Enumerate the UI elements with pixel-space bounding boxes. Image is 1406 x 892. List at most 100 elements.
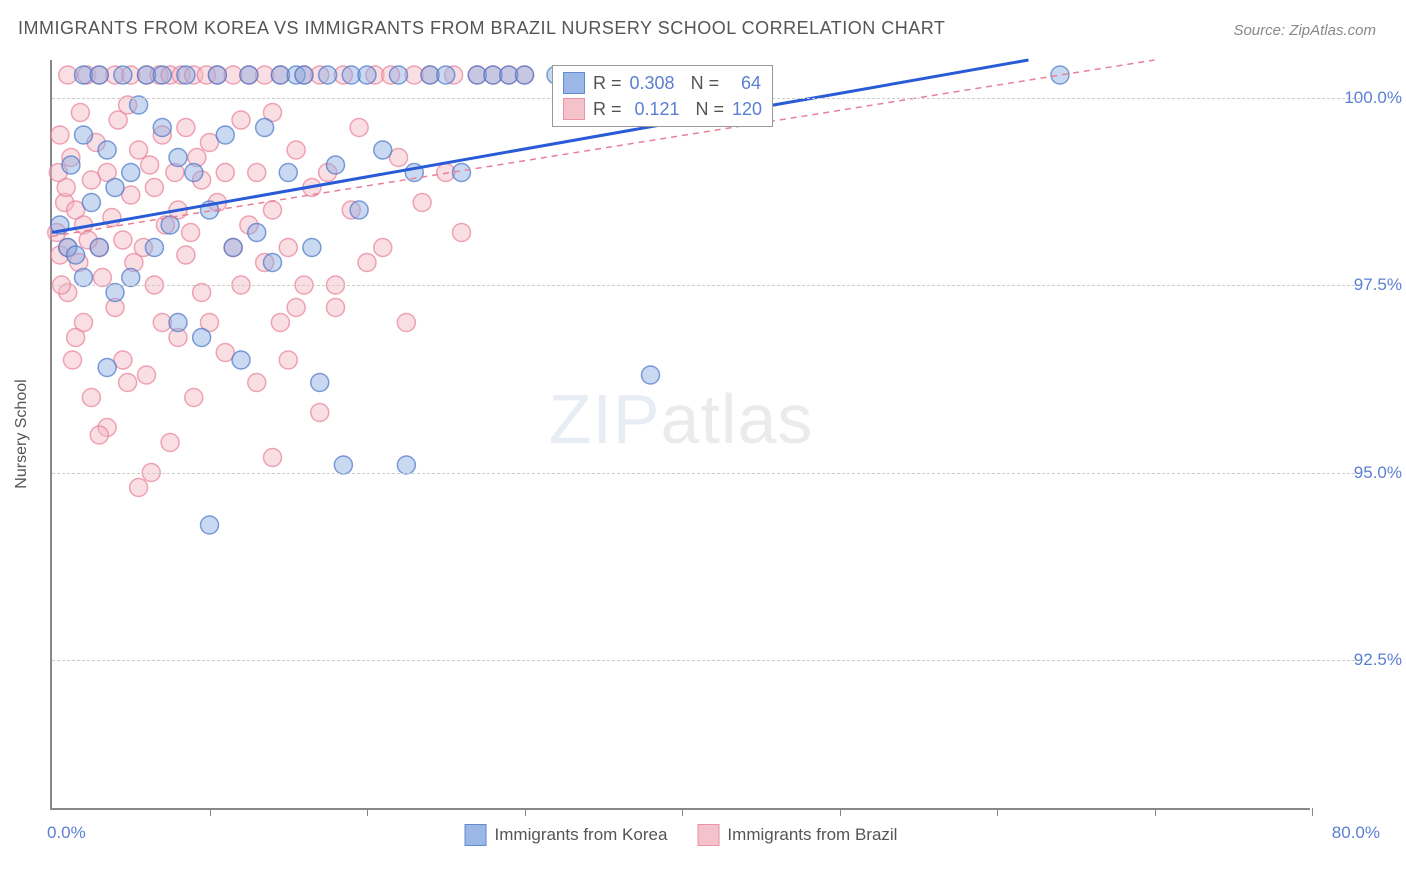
scatter-point: [62, 156, 80, 174]
scatter-point: [106, 284, 124, 302]
scatter-point: [256, 119, 274, 137]
scatter-point: [82, 389, 100, 407]
x-tick: [1312, 808, 1313, 816]
legend-n-label: N =: [696, 99, 725, 120]
scatter-point: [516, 66, 534, 84]
scatter-point: [182, 224, 200, 242]
scatter-point: [319, 66, 337, 84]
scatter-point: [177, 246, 195, 264]
scatter-point: [119, 374, 137, 392]
scatter-point: [90, 239, 108, 257]
x-tick: [367, 808, 368, 816]
scatter-point: [75, 126, 93, 144]
legend-item-korea: Immigrants from Korea: [465, 824, 668, 846]
scatter-point: [185, 389, 203, 407]
x-tick: [682, 808, 683, 816]
scatter-point: [264, 201, 282, 219]
legend-r-value-brazil: 0.121: [630, 99, 680, 120]
chart-title: IMMIGRANTS FROM KOREA VS IMMIGRANTS FROM…: [18, 18, 945, 39]
legend-swatch-korea-icon: [465, 824, 487, 846]
scatter-point: [295, 66, 313, 84]
legend-r-value-korea: 0.308: [630, 73, 675, 94]
legend-label-brazil: Immigrants from Brazil: [727, 825, 897, 845]
scatter-point: [122, 164, 140, 182]
scatter-point: [71, 104, 89, 122]
legend-n-value-korea: 64: [727, 73, 761, 94]
scatter-point: [98, 359, 116, 377]
source-attribution: Source: ZipAtlas.com: [1233, 22, 1376, 39]
scatter-point: [145, 239, 163, 257]
scatter-point: [248, 224, 266, 242]
scatter-point: [114, 66, 132, 84]
scatter-point: [185, 164, 203, 182]
legend-bottom: Immigrants from Korea Immigrants from Br…: [465, 824, 898, 846]
scatter-point: [98, 141, 116, 159]
scatter-point: [122, 269, 140, 287]
scatter-point: [153, 119, 171, 137]
scatter-point: [311, 404, 329, 422]
scatter-point: [51, 126, 69, 144]
scatter-point: [279, 351, 297, 369]
scatter-point: [350, 201, 368, 219]
scatter-point: [177, 66, 195, 84]
legend-row-brazil: R = 0.121 N = 120: [563, 96, 762, 122]
scatter-point: [82, 194, 100, 212]
gridline: [52, 660, 1360, 661]
scatter-point: [374, 239, 392, 257]
scatter-point: [358, 254, 376, 272]
scatter-point: [248, 374, 266, 392]
scatter-point: [264, 449, 282, 467]
scatter-point: [201, 516, 219, 534]
legend-n-value-brazil: 120: [732, 99, 762, 120]
legend-swatch-brazil: [563, 98, 585, 120]
x-tick: [1155, 808, 1156, 816]
y-tick-label: 100.0%: [1344, 88, 1402, 108]
scatter-point: [193, 329, 211, 347]
scatter-point: [177, 119, 195, 137]
scatter-point: [248, 164, 266, 182]
scatter-point: [145, 179, 163, 197]
scatter-point: [303, 239, 321, 257]
scatter-svg: [52, 60, 1310, 808]
scatter-point: [169, 149, 187, 167]
scatter-point: [327, 299, 345, 317]
legend-item-brazil: Immigrants from Brazil: [697, 824, 897, 846]
scatter-point: [397, 456, 415, 474]
x-axis-max-label: 80.0%: [1332, 823, 1380, 843]
scatter-point: [1051, 66, 1069, 84]
scatter-point: [161, 434, 179, 452]
x-tick: [997, 808, 998, 816]
scatter-point: [397, 314, 415, 332]
gridline: [52, 473, 1360, 474]
scatter-point: [437, 66, 455, 84]
scatter-point: [106, 179, 124, 197]
scatter-point: [311, 374, 329, 392]
scatter-point: [63, 351, 81, 369]
y-axis-title: Nursery School: [13, 379, 31, 488]
y-tick-label: 95.0%: [1354, 463, 1402, 483]
y-tick-label: 97.5%: [1354, 275, 1402, 295]
y-tick-label: 92.5%: [1354, 650, 1402, 670]
scatter-point: [287, 141, 305, 159]
gridline: [52, 285, 1360, 286]
scatter-point: [327, 156, 345, 174]
scatter-point: [130, 96, 148, 114]
scatter-point: [130, 141, 148, 159]
legend-r-label: R =: [593, 99, 622, 120]
scatter-point: [208, 66, 226, 84]
scatter-point: [90, 426, 108, 444]
scatter-point: [75, 269, 93, 287]
scatter-point: [334, 456, 352, 474]
scatter-point: [279, 164, 297, 182]
scatter-point: [232, 351, 250, 369]
scatter-point: [216, 164, 234, 182]
scatter-point: [130, 479, 148, 497]
scatter-point: [141, 156, 159, 174]
scatter-point: [413, 194, 431, 212]
scatter-point: [75, 314, 93, 332]
scatter-point: [240, 66, 258, 84]
legend-stats-box: R = 0.308 N = 64 R = 0.121 N = 120: [552, 65, 773, 127]
scatter-point: [224, 239, 242, 257]
scatter-point: [350, 119, 368, 137]
chart-container: IMMIGRANTS FROM KOREA VS IMMIGRANTS FROM…: [0, 0, 1406, 892]
